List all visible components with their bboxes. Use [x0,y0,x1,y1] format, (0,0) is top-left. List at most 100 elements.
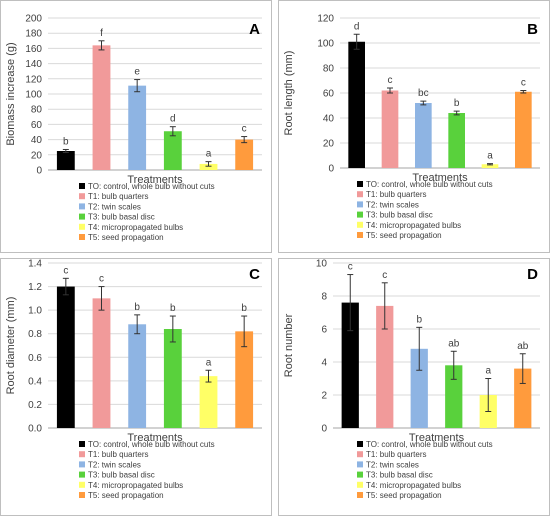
panel-a-letter: A [249,21,260,38]
panel-c-y-axis-title: Root diameter (mm) [5,297,17,395]
panel-d-y-tick-label: 4 [321,358,327,369]
panel-b-y-tick-label: 80 [323,64,335,75]
panel-c-x-axis-title: Treatments [127,432,183,444]
panel-b-significance-letter: bc [418,88,429,99]
panel-c-legend-label: T2: twin scales [88,460,141,469]
panel-a-bar [235,139,254,170]
panel-d-legend-label: T2: twin scales [366,460,419,469]
panel-d-legend-swatch [357,441,363,447]
panel-a-significance-letter: d [170,114,176,125]
panel-a-y-tick-label: 0 [36,166,42,177]
panel-b-y-tick-label: 60 [323,89,335,100]
panel-a-x-axis-title: Treatments [127,174,183,186]
panel-a-legend-swatch [79,213,85,220]
panel-a-significance-letter: c [242,124,247,135]
panel-a-legend-label: T3: bulb basal disc [88,213,155,222]
panel-a-legend-swatch [79,223,85,230]
panel-d-y-tick-label: 10 [316,259,328,270]
panel-b-bar [415,103,432,168]
panel-c-y-tick-label: 1.2 [28,282,42,293]
panel-a-y-tick-label: 80 [31,105,43,116]
panel-a-significance-letter: b [63,136,69,147]
panel-a-legend-swatch [79,183,85,189]
panel-d-legend-label: T1: bulb quarters [366,450,426,459]
panel-a-bar [163,131,182,170]
panel-a-legend-label: T1: bulb quarters [88,192,148,201]
panel-a-significance-letter: f [100,28,103,39]
panel-a-bar [199,163,218,170]
panel-c-y-tick-label: 1.4 [28,259,42,270]
panel-d-bar [376,305,394,428]
panel-c-bar [235,331,254,428]
panel-a-y-tick-label: 140 [25,59,42,70]
panel-b-legend-label: T5: seed propagation [366,231,442,240]
panel-a-y-tick-label: 60 [31,120,43,131]
panel-a-legend-label: T4: micropropagated bulbs [88,223,183,232]
panel-a-legend-swatch [79,234,85,240]
panel-c-y-tick-label: 0.8 [28,329,42,340]
panel-b-y-tick-label: 100 [317,39,334,50]
panel-b-legend-label: T3: bulb basal disc [366,211,433,220]
panel-d-bar [445,365,463,428]
panel-d-bar [341,302,359,428]
panel-d-y-tick-label: 8 [321,292,327,303]
panel-d-legend-label: T5: seed propagation [366,491,442,500]
panel-b-significance-letter: a [487,151,493,162]
panel-c-bar [92,298,111,428]
panel-b-x-axis-title: Treatments [412,172,468,184]
panel-c-y-tick-label: 0.0 [28,424,42,435]
panel-c-legend-label: T1: bulb quarters [88,450,148,459]
panel-c-significance-letter: b [241,303,247,314]
panel-b-significance-letter: b [454,98,460,109]
panel-c-legend-swatch [79,492,85,498]
panel-d-x-axis-title: Treatments [409,432,465,444]
panel-b-legend-swatch [357,232,363,238]
panel-b-y-tick-label: 0 [328,164,334,175]
panel-a-significance-letter: a [206,149,212,160]
panel-d-significance-letter: c [348,262,353,273]
panel-c-legend-label: T4: micropropagated bulbs [88,481,183,490]
panel-a-legend-label: T5: seed propagation [88,233,164,242]
panel-c-legend-swatch [79,471,85,478]
panel-b-bar [348,41,365,168]
panel-a-legend-swatch [79,203,85,210]
panel-d-legend-swatch [357,481,363,488]
panel-c-bar [128,324,147,428]
panel-b-legend-swatch [357,211,363,218]
panel-c-y-tick-label: 1.0 [28,306,42,317]
panel-c-legend-swatch [79,441,85,447]
panel-c-legend-label: TO: control, whole bulb without cuts [88,440,215,449]
panel-d-legend-label: T4: micropropagated bulbs [366,481,461,490]
panel-b-legend-swatch [357,191,363,198]
panel-d-bar [410,348,428,428]
panel-a-significance-letter: e [134,67,140,78]
panel-a-y-tick-label: 100 [25,90,42,101]
panel-c-legend-swatch [79,461,85,468]
panel-c-significance-letter: b [170,303,176,314]
panel-b-legend-swatch [357,201,363,208]
panel-b-legend-label: T2: twin scales [366,200,419,209]
panel-d-letter: D [527,266,538,283]
panel-d-legend-swatch [357,451,363,458]
panel-b-letter: B [527,21,538,38]
panel-c-bar [199,376,218,428]
panel-a-y-tick-label: 20 [31,150,43,161]
panel-b-significance-letter: c [521,78,526,89]
panel-c-y-tick-label: 0.6 [28,353,42,364]
panel-a-legend-label: TO: control, whole bulb without cuts [88,182,215,191]
panel-d-legend-swatch [357,461,363,468]
panel-a-legend-swatch [79,193,85,200]
panel-b-y-tick-label: 40 [323,114,335,125]
panel-d-y-tick-label: 0 [321,424,327,435]
panel-b-bar [481,164,499,168]
panel-d-y-tick-label: 2 [321,391,327,402]
panel-c-letter: C [249,266,260,283]
panel-d-legend-swatch [357,471,363,478]
panel-c-legend-label: T5: seed propagation [88,491,164,500]
panel-b-legend-swatch [357,221,363,228]
panel-b-significance-letter: d [354,21,360,32]
panel-b-bar [515,91,532,168]
panel-c-bar [163,329,182,428]
panel-b-bar [381,90,399,168]
panel-c-significance-letter: a [206,357,212,368]
